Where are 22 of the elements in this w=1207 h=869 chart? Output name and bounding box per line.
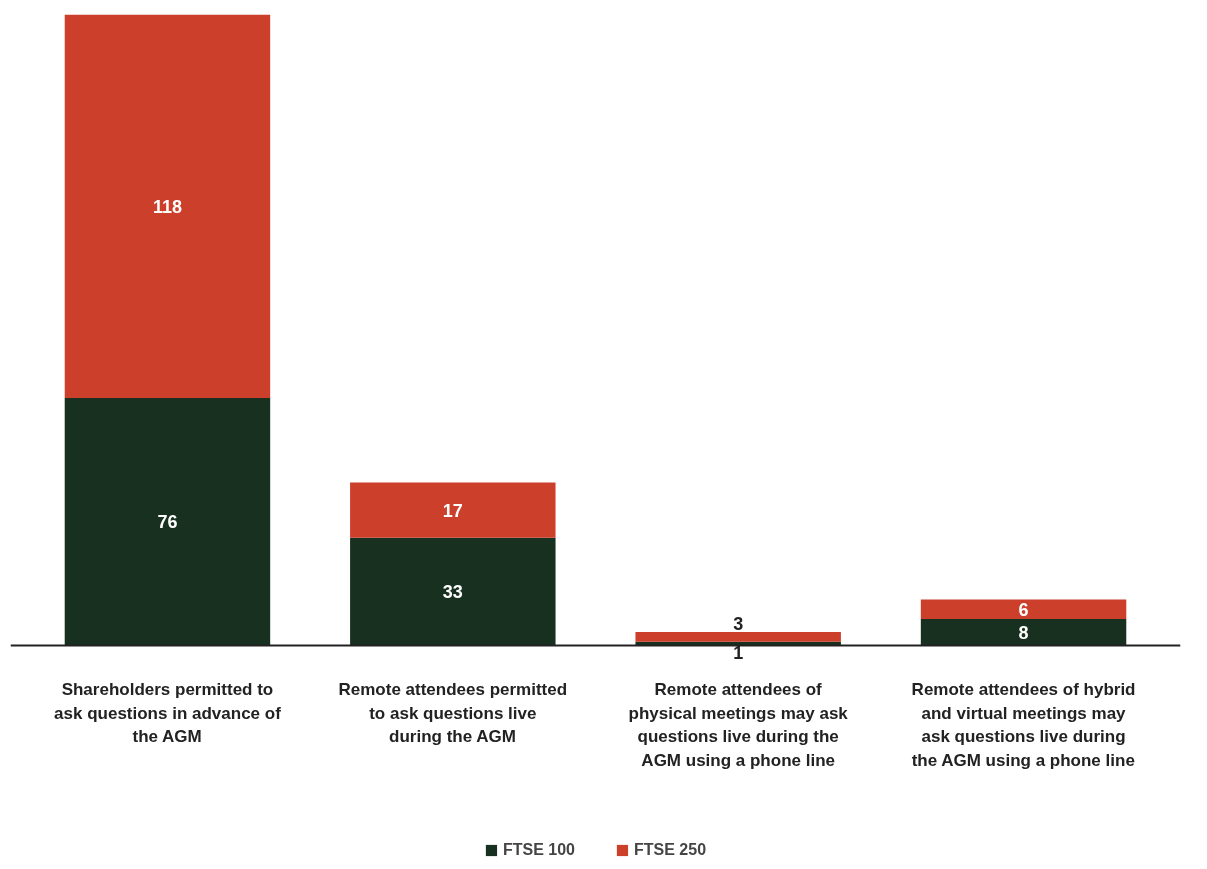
data-label: 8 <box>1018 622 1029 643</box>
bar <box>64 398 271 646</box>
legend-label: FTSE 250 <box>634 841 707 859</box>
bar <box>350 537 556 646</box>
bar <box>350 482 556 538</box>
bar <box>64 14 271 399</box>
bar <box>920 599 1127 620</box>
data-label: 3 <box>733 614 744 635</box>
data-label: 76 <box>157 512 178 533</box>
x-tick-label: Remote attendees of hybrid and virtual meetings may ask questions live during the AGM using a phone line <box>911 679 1136 771</box>
bar <box>635 632 841 642</box>
legend-label: FTSE 100 <box>502 841 575 859</box>
data-label: 6 <box>1018 599 1029 620</box>
x-tick-label: Remote attendees of physical meetings may ask questions live during the AGM using a phone line <box>628 679 849 771</box>
bar <box>635 641 841 646</box>
x-tick-label: Shareholders permitted to ask questions in advance of the AGM <box>54 679 282 747</box>
data-label: 33 <box>442 581 463 602</box>
bar <box>920 619 1127 646</box>
data-label: 118 <box>152 196 182 217</box>
x-tick-label: Remote attendees permitted to ask questions live during the AGM <box>338 679 568 747</box>
data-label: 1 <box>733 643 744 664</box>
data-label: 17 <box>442 500 463 521</box>
